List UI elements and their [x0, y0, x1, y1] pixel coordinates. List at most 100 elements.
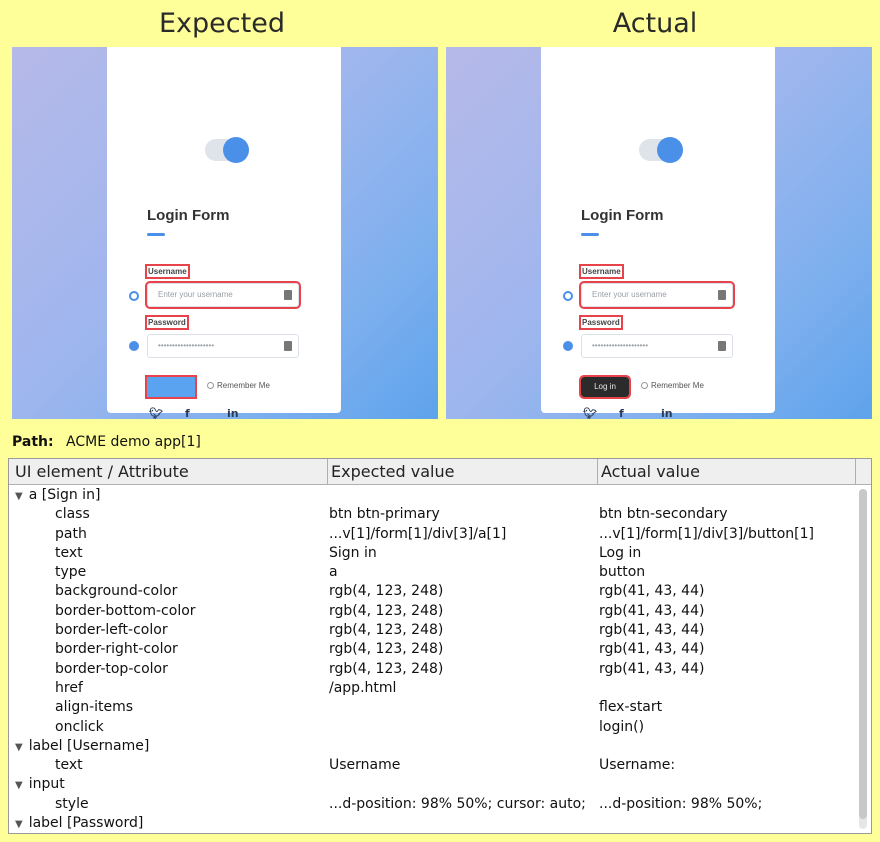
remember-me[interactable]: Remember Me	[207, 381, 270, 390]
actual-title: Actual	[612, 8, 698, 39]
username-placeholder: Enter your username	[158, 290, 233, 299]
expand-triangle-icon[interactable]: ▼	[15, 491, 23, 502]
table-row[interactable]: border-bottom-color rgb(4, 123, 248) rgb(4…	[9, 603, 857, 622]
attribute-name: text	[55, 757, 83, 773]
twitter-icon[interactable]: 🐦︎	[583, 407, 597, 419]
expected-value: a	[329, 564, 338, 581]
column-divider[interactable]	[327, 459, 328, 485]
expected-title: Expected	[159, 8, 285, 39]
username-label: Username	[579, 264, 624, 279]
title-underline	[581, 233, 599, 236]
expand-triangle-icon[interactable]: ▼	[15, 780, 23, 792]
column-header-actual[interactable]: Actual value	[601, 462, 700, 481]
row-label: background-color	[55, 583, 178, 600]
row-label: href	[55, 679, 83, 696]
attribute-name: href	[55, 680, 83, 696]
actual-value: rgb(41, 43, 44)	[599, 602, 705, 619]
attribute-name: background-color	[55, 583, 177, 599]
actual-value: flex-start	[599, 699, 663, 716]
expected-value: rgb(4, 123, 248)	[329, 583, 444, 600]
expand-triangle-icon[interactable]: ▼	[15, 819, 23, 831]
log-in-button[interactable]: Log in	[579, 375, 631, 399]
table-row[interactable]: border-right-color rgb(4, 123, 248) rgb(41…	[9, 641, 857, 660]
row-label: input	[28, 776, 65, 793]
row-label: style	[55, 795, 89, 812]
remember-checkbox[interactable]	[641, 382, 648, 390]
password-label: Password	[579, 315, 623, 330]
table-group-row[interactable]: ▼ label [Username]	[9, 738, 857, 757]
path-value: ACME demo app[1]	[66, 434, 201, 450]
table-row[interactable]: href/app.html	[9, 680, 857, 699]
password-field[interactable]: ••••••••••••••••••••	[147, 334, 299, 358]
expected-value: /app.html	[329, 679, 397, 696]
row-label: type	[55, 564, 87, 581]
table-row[interactable]: path ...v[1]/form[1]/div[3]/a[1] ...v[1]/f…	[9, 526, 857, 545]
remember-label: Remember Me	[651, 381, 704, 390]
user-icon	[129, 291, 139, 301]
sign-in-button[interactable]: Sign in	[145, 375, 197, 399]
expected-value: btn btn-primary	[329, 506, 440, 523]
remember-checkbox[interactable]	[207, 382, 214, 390]
table-row[interactable]: text Username Username:	[9, 757, 857, 776]
comparison-table: UI element / Attribute Expected value Ac…	[8, 458, 872, 834]
attribute-name: type	[55, 564, 86, 580]
twitter-icon[interactable]: 🐦︎	[149, 407, 163, 419]
scrollbar-thumb[interactable]	[859, 489, 867, 819]
username-field[interactable]: Enter your username	[145, 281, 301, 309]
actual-value: ...d-position: 98% 50%;	[599, 795, 763, 812]
table-row[interactable]: class btn btn-primary btn btn-secondary	[9, 506, 857, 525]
attribute-name: border-left-color	[55, 622, 168, 638]
password-value: ••••••••••••••••••••	[158, 341, 215, 350]
column-divider[interactable]	[597, 459, 598, 485]
table-row[interactable]: align-items flex-start	[9, 699, 857, 718]
attribute-name: align-items	[55, 699, 133, 715]
table-row[interactable]: type a button	[9, 564, 857, 583]
expected-value: rgb(4, 123, 248)	[329, 622, 444, 639]
table-group-row[interactable]: ▼ label [Password]	[9, 815, 857, 833]
vertical-scrollbar[interactable]	[859, 489, 867, 829]
toggle-switch[interactable]	[639, 137, 683, 163]
password-label: Password	[145, 315, 189, 330]
actual-value: Username:	[599, 757, 676, 774]
table-row[interactable]: border-left-color rgb(4, 123, 248) rgb(41,…	[9, 622, 857, 641]
username-label: Username	[145, 264, 190, 279]
table-row[interactable]: background-color rgb(4, 123, 248) rgb(41, …	[9, 583, 857, 602]
form-title: Login Form	[581, 207, 664, 224]
actual-value: Log in	[599, 544, 642, 561]
row-label: class	[55, 506, 90, 523]
remember-me[interactable]: Remember Me	[641, 381, 704, 390]
attribute-name: border-right-color	[55, 641, 178, 657]
attribute-name: class	[55, 506, 90, 522]
table-row[interactable]: border-top-color rgb(4, 123, 248) rgb(41, …	[9, 661, 857, 680]
attribute-name: path	[55, 526, 87, 542]
table-row[interactable]: onclick login()	[9, 719, 857, 738]
form-title: Login Form	[147, 207, 230, 224]
facebook-icon[interactable]: f	[185, 407, 190, 419]
username-field[interactable]: Enter your username	[579, 281, 735, 309]
clipboard-icon	[718, 290, 726, 300]
table-group-row[interactable]: ▼ a [Sign in]	[9, 487, 857, 506]
expected-value: ...d-position: 98% 50%; cursor: auto;	[329, 795, 586, 812]
facebook-icon[interactable]: f	[619, 407, 624, 419]
expected-value: rgb(4, 123, 248)	[329, 602, 444, 619]
toggle-switch[interactable]	[205, 137, 249, 163]
table-row[interactable]: text Sign in Log in	[9, 545, 857, 564]
row-label: path	[55, 525, 87, 542]
row-label: text	[55, 544, 83, 561]
expand-triangle-icon[interactable]: ▼	[15, 741, 23, 753]
actual-value: rgb(41, 43, 44)	[599, 641, 705, 658]
column-divider[interactable]	[855, 459, 856, 485]
table-header: UI element / Attribute Expected value Ac…	[9, 459, 871, 485]
table-group-row[interactable]: ▼ input	[9, 776, 857, 795]
linkedin-icon[interactable]: in	[227, 407, 239, 419]
password-field[interactable]: ••••••••••••••••••••	[581, 334, 733, 358]
column-header-attribute[interactable]: UI element / Attribute	[15, 462, 189, 481]
attribute-name: text	[55, 545, 83, 561]
table-row[interactable]: style ...d-position: 98% 50%; cursor: aut…	[9, 796, 857, 815]
row-label: border-right-color	[55, 641, 178, 658]
linkedin-icon[interactable]: in	[661, 407, 673, 419]
login-card: Login Form Username Enter your username …	[107, 47, 341, 419]
column-header-expected[interactable]: Expected value	[331, 462, 455, 481]
row-label: label [Username]	[28, 737, 150, 754]
toggle-knob	[657, 137, 683, 163]
